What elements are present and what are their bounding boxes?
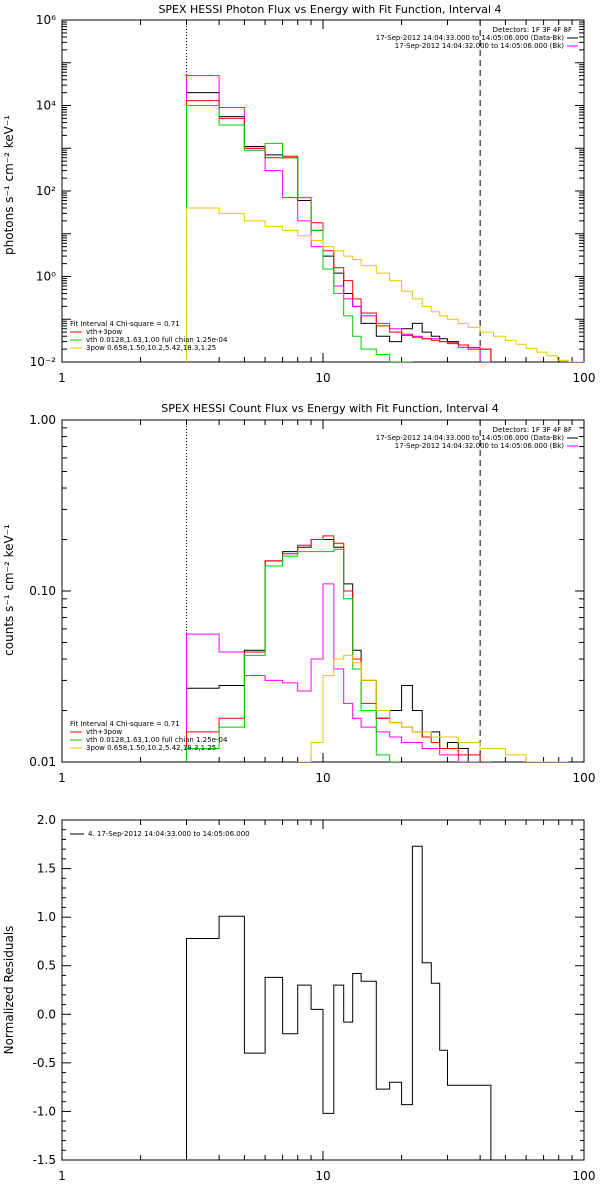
x-tick-label: 1 (58, 1169, 66, 1183)
series-line-vth-3pow (186, 100, 492, 362)
series-line-bk (186, 583, 491, 762)
y-tick-label: 10⁻² (30, 355, 57, 369)
legend-title: Detectors: 1F 3F 4F 8F (493, 426, 572, 434)
legend-entry-label: 3pow 0.658,1.50,10.2,5.42,18.3,1.25 (86, 344, 216, 352)
legend-entry-label: vth 0.0128,1.63,1.00 full chian 1.25e-04 (86, 336, 228, 344)
y-axis-label: Normalized Residuals (2, 926, 16, 1055)
x-tick-label: 1 (58, 771, 66, 785)
y-tick-label: 10⁴ (36, 99, 56, 113)
count-flux-panel: SPEX HESSI Count Flux vs Energy with Fit… (2, 402, 595, 785)
series-line-3pow (297, 654, 569, 762)
legend-title: Fit Interval 4 Chi-square = 0.71 (70, 720, 180, 728)
series-line-4-17-sep-2012-14-04-33-0 (186, 845, 492, 1160)
x-tick-label: 1 (58, 371, 66, 385)
legend-entry-label: 17-Sep-2012 14:04:32.000 to 14:05:06.000… (395, 442, 565, 450)
photon-flux-panel: SPEX HESSI Photon Flux vs Energy with Fi… (2, 3, 595, 385)
y-tick-label: 0.5 (37, 959, 56, 973)
legend-entry-label: 17-Sep-2012 14:04:32.000 to 14:05:06.000… (395, 42, 565, 50)
residuals-panel: Normalized Residuals 1 10 100 -1.5 -1.0 -0.5 0… (2, 813, 595, 1183)
x-tick-label: 10 (315, 1169, 330, 1183)
x-tick-label: 10 (315, 371, 330, 385)
x-tick-label: 100 (573, 371, 596, 385)
x-tick-label: 100 (573, 771, 596, 785)
legend-entry-label: 17-Sep-2012 14:04:33.000 to 14:05:06.000… (376, 34, 565, 42)
legend-entry-label: 17-Sep-2012 14:04:33.000 to 14:05:06.000… (376, 434, 565, 442)
y-tick-label: -0.5 (33, 1056, 56, 1070)
legend-title: Fit Interval 4 Chi-square = 0.71 (70, 320, 180, 328)
y-axis-label: photons s⁻¹ cm⁻² keV⁻¹ (2, 115, 16, 255)
series-line-data-bk (186, 92, 492, 362)
chart-title: SPEX HESSI Count Flux vs Energy with Fit… (161, 402, 498, 415)
y-tick-label: -1.0 (33, 1104, 56, 1118)
series-line-vth (186, 548, 401, 762)
series-line-3pow (186, 207, 584, 362)
chart-title: SPEX HESSI Photon Flux vs Energy with Fi… (158, 3, 501, 16)
series-line-data-bk (186, 539, 491, 762)
legend-entry-label: vth 0.0128,1.63,1.00 full chian 1.25e-04 (86, 736, 228, 744)
y-tick-label: 1.5 (37, 862, 56, 876)
y-tick-label: -1.5 (33, 1153, 56, 1167)
series-line-vth-3pow (186, 535, 491, 762)
y-tick-label: 1.0 (37, 910, 56, 924)
y-tick-label: 2.0 (37, 813, 56, 827)
y-tick-label: 0.10 (29, 584, 56, 598)
legend-entry-label: vth+3pow (86, 728, 122, 736)
y-tick-label: 1.00 (29, 413, 56, 427)
x-tick-label: 100 (573, 1169, 596, 1183)
y-tick-label: 10² (36, 184, 56, 198)
y-tick-label: 0.01 (29, 755, 56, 769)
y-tick-label: 10⁰ (36, 270, 56, 284)
legend-entry-label: 4. 17-Sep-2012 14:04:33.000 to 14:05:06.… (88, 830, 250, 838)
y-axis-label: counts s⁻¹ cm⁻² keV⁻¹ (2, 524, 16, 656)
legend-entry-label: 3pow 0.658,1.50,10.2,5.42,18.3,1.25 (86, 744, 216, 752)
x-tick-label: 10 (315, 771, 330, 785)
legend-entry-label: vth+3pow (86, 328, 122, 336)
y-tick-label: 10⁶ (36, 13, 56, 27)
legend-title: Detectors: 1F 3F 4F 8F (493, 26, 572, 34)
y-tick-label: 0.0 (37, 1007, 56, 1021)
plot-frame (61, 19, 585, 363)
series-line-vth (186, 105, 413, 362)
